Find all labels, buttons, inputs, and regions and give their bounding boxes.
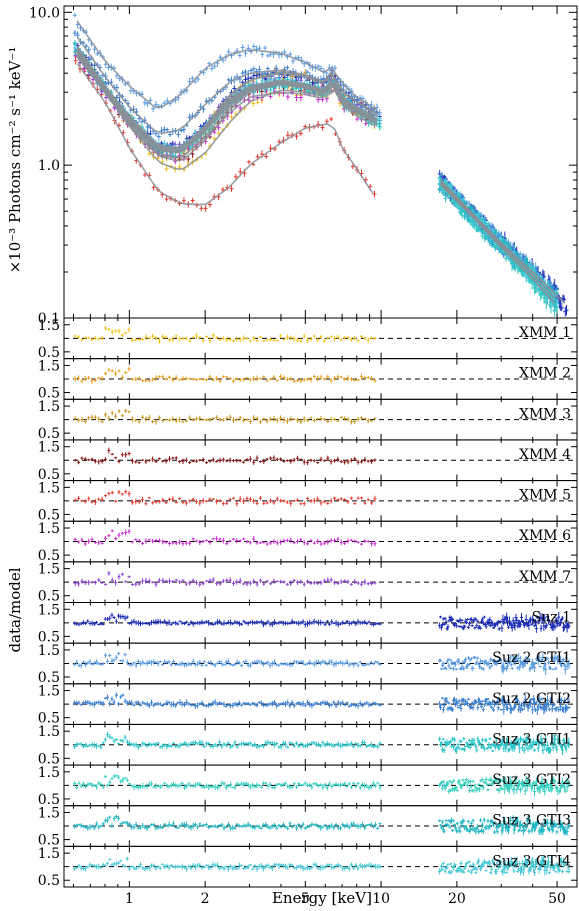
y-tick-label: 0.5 bbox=[38, 426, 60, 442]
y-tick-label: 1.5 bbox=[38, 480, 60, 496]
residual-points bbox=[73, 408, 377, 425]
y-tick-label: 0.5 bbox=[38, 507, 60, 523]
model-curve bbox=[76, 48, 556, 299]
spectrum-frame bbox=[63, 5, 578, 319]
model-curve bbox=[76, 63, 374, 206]
y-tick-label: 1.5 bbox=[38, 440, 60, 456]
residual-points bbox=[73, 366, 377, 384]
residual-panel-3: 0.5 1.5 XMM 3 bbox=[38, 398, 578, 442]
model-curve bbox=[76, 54, 374, 149]
y-tick-label: 0.5 bbox=[38, 467, 60, 483]
y-tick-label: 1.0 bbox=[38, 158, 60, 174]
spectrum-panel: 0.1 1.0 10.0 bbox=[29, 5, 578, 327]
model-curve bbox=[76, 36, 556, 295]
y-tick-label: 10.0 bbox=[29, 5, 60, 21]
model-curve bbox=[76, 55, 374, 159]
residual-panel-5: 0.51.5 XMM 5 bbox=[38, 480, 578, 523]
series-suz-2-gti2 bbox=[72, 29, 560, 305]
panel-label: XMM 3 bbox=[519, 406, 571, 422]
spectrum-plot-area bbox=[72, 13, 569, 318]
y-tick-label: 1.5 bbox=[38, 399, 60, 415]
residual-panel-1: 0.5 1.5 XMM 1 bbox=[38, 317, 578, 361]
residual-points bbox=[73, 325, 377, 344]
y-tick-label: 0.5 bbox=[38, 386, 60, 402]
residual-panel-2: 0.5 1.5 XMM 2 bbox=[38, 358, 578, 402]
y-tick-label: 1.5 bbox=[38, 358, 60, 374]
y-tick-label: 0.5 bbox=[38, 345, 60, 361]
series-suz-2-gti1 bbox=[72, 13, 560, 301]
panel-label: XMM 1 bbox=[519, 325, 571, 341]
residual-panels: 0.51.5 XMM 10.51.5 XMM 20.51.5 XMM 30.51.5 X… bbox=[38, 317, 578, 907]
series-suz-3-gti4 bbox=[72, 45, 560, 309]
residual-panel-4: 0.5 1.5 XMM 4 bbox=[38, 439, 578, 483]
residual-points bbox=[73, 447, 377, 466]
y-tick-label: 1.5 bbox=[38, 318, 60, 334]
panel-label: XMM 2 bbox=[519, 366, 571, 382]
model-curve bbox=[76, 20, 556, 295]
y-tick-label: 0.1 bbox=[38, 311, 60, 327]
panel-label: XMM 4 bbox=[519, 447, 571, 463]
